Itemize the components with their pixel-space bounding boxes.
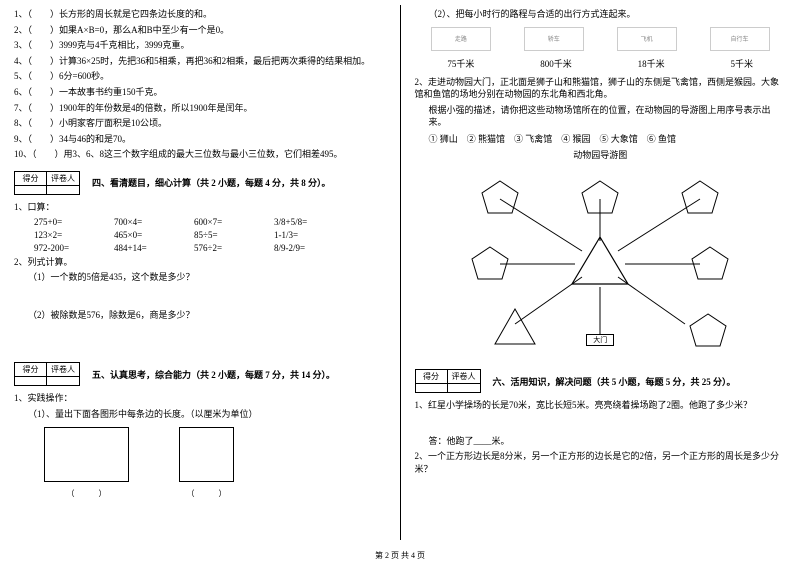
rect-2-wrap: （ ） — [179, 427, 234, 499]
vehicle-bike-icon: 自行车 — [710, 27, 770, 51]
s5-q2: （2）、把每小时行的路程与合适的出行方式连起来。 — [429, 8, 787, 21]
score-row-6: 得分 评卷人 六、活用知识，解决问题（共 5 小题，每题 5 分，共 25 分）… — [415, 369, 787, 393]
judge-q5: 5、（ ）6分=600秒。 — [14, 70, 386, 83]
calc-item: 3/8+5/8= — [274, 217, 354, 227]
vehicle-plane-icon: 飞机 — [617, 27, 677, 51]
page-footer: 第 2 页 共 4 页 — [0, 550, 800, 561]
p2-text: 2、走进动物园大门，正北面是狮子山和熊猫馆，狮子山的东侧是飞禽馆，西侧是猴园。大… — [415, 76, 787, 101]
s5-q1a: （1）、量出下面各图形中每条边的长度。（以厘米为单位） — [28, 408, 386, 421]
section-5-title: 五、认真思考，综合能力（共 2 小题，每题 7 分，共 14 分）。 — [92, 368, 335, 381]
calc-item: 275+0= — [34, 217, 114, 227]
calc-item: 972-200= — [34, 243, 114, 253]
s6-q2: 2、一个正方形边长是8分米，另一个正方形的边长是它的2倍，另一个正方形的周长是多… — [415, 450, 787, 475]
rect-2-paren: （ ） — [179, 488, 234, 499]
s6-q1-answer: 答：他跑了____米。 — [429, 435, 787, 448]
score-box: 得分 评卷人 — [415, 369, 481, 393]
rect-1-paren: （ ） — [44, 488, 129, 499]
grader-label: 评卷人 — [47, 172, 79, 186]
calc-item: 8/9-2/9= — [274, 243, 354, 253]
s5-q1: 1、实践操作： — [14, 392, 386, 405]
calc-item: 700×4= — [114, 217, 194, 227]
p2a-text: 根据小强的描述，请你把这些动物场馆所在的位置，在动物园的导游图上用序号表示出来。 — [429, 104, 787, 129]
judge-q4: 4、（ ）计算36×25时，先把36和5相乘，再把36和2相乘，最后把两次乘得的… — [14, 55, 386, 68]
gate-label: 大门 — [586, 334, 614, 346]
section-4-title: 四、看清题目，细心计算（共 2 小题，每题 4 分，共 8 分）。 — [92, 176, 331, 189]
rect-1 — [44, 427, 129, 482]
calc-row-1: 275+0= 700×4= 600×7= 3/8+5/8= — [34, 217, 386, 227]
grader-label: 评卷人 — [47, 363, 79, 377]
s6-q1: 1、红星小学操场的长是70米，宽比长短5米。亮亮绕着操场跑了2圈。他跑了多少米？ — [415, 399, 787, 412]
vehicle-walk-icon: 走路 — [431, 27, 491, 51]
s4-q2a: （1）一个数的5倍是435，这个数是多少？ — [28, 271, 386, 284]
vehicle-car-icon: 轿车 — [524, 27, 584, 51]
judge-q7: 7、（ ）1900年的年份数是4的倍数，所以1900年是闰年。 — [14, 102, 386, 115]
speeds-row: 75千米 800千米 18千米 5千米 — [415, 57, 787, 70]
speed-1: 75千米 — [447, 57, 474, 70]
calc-item: 1-1/3= — [274, 230, 354, 240]
legend: ① 狮山 ② 熊猫馆 ③ 飞禽馆 ④ 猴园 ⑤ 大象馆 ⑥ 鱼馆 — [429, 133, 787, 146]
s4-q2: 2、列式计算。 — [14, 256, 386, 269]
score-row-4: 得分 评卷人 四、看清题目，细心计算（共 2 小题，每题 4 分，共 8 分）。 — [14, 171, 386, 195]
calc-item: 85÷5= — [194, 230, 274, 240]
score-row-5: 得分 评卷人 五、认真思考，综合能力（共 2 小题，每题 7 分，共 14 分）… — [14, 362, 386, 386]
measure-shapes: （ ） （ ） — [44, 427, 386, 499]
judge-q3: 3、（ ）3999克与4千克相比，3999克重。 — [14, 39, 386, 52]
grader-label: 评卷人 — [448, 370, 480, 384]
calc-item: 484+14= — [114, 243, 194, 253]
speed-2: 800千米 — [540, 57, 572, 70]
score-label: 得分 — [15, 172, 46, 186]
score-box: 得分 评卷人 — [14, 171, 80, 195]
rect-2 — [179, 427, 234, 482]
score-label: 得分 — [15, 363, 46, 377]
zoo-map-diagram: 大门 — [460, 169, 740, 359]
calc-item: 600×7= — [194, 217, 274, 227]
judge-q6: 6、（ ）一本故事书约重150千克。 — [14, 86, 386, 99]
judge-q1: 1、（ ）长方形的周长就是它四条边长度的和。 — [14, 8, 386, 21]
s4-q2b: （2）被除数是576，除数是6，商是多少？ — [28, 309, 386, 322]
score-label: 得分 — [416, 370, 447, 384]
calc-item: 123×2= — [34, 230, 114, 240]
speed-3: 18千米 — [638, 57, 665, 70]
rect-1-wrap: （ ） — [44, 427, 129, 499]
s4-q1: 1、口算： — [14, 201, 386, 214]
diagram-title: 动物园导游图 — [415, 149, 787, 162]
right-column: （2）、把每小时行的路程与合适的出行方式连起来。 走路 轿车 飞机 自行车 75… — [401, 0, 800, 545]
judge-q2: 2、（ ）如果A×B=0，那么A和B中至少有一个是0。 — [14, 24, 386, 37]
judge-q9: 9、（ ）34与46的和是70。 — [14, 133, 386, 146]
judge-q8: 8、（ ）小明家客厅面积是10公顷。 — [14, 117, 386, 130]
vehicles-row: 走路 轿车 飞机 自行车 — [415, 27, 787, 51]
calc-row-3: 972-200= 484+14= 576÷2= 8/9-2/9= — [34, 243, 386, 253]
left-column: 1、（ ）长方形的周长就是它四条边长度的和。 2、（ ）如果A×B=0，那么A和… — [0, 0, 400, 545]
score-box: 得分 评卷人 — [14, 362, 80, 386]
judge-q10: 10、（ ）用3、6、8这三个数字组成的最大三位数与最小三位数，它们相差495。 — [14, 148, 386, 161]
calc-item: 576÷2= — [194, 243, 274, 253]
speed-4: 5千米 — [731, 57, 754, 70]
calc-item: 465×0= — [114, 230, 194, 240]
calc-row-2: 123×2= 465×0= 85÷5= 1-1/3= — [34, 230, 386, 240]
section-6-title: 六、活用知识，解决问题（共 5 小题，每题 5 分，共 25 分）。 — [493, 375, 736, 388]
zoo-map-svg — [460, 169, 740, 359]
